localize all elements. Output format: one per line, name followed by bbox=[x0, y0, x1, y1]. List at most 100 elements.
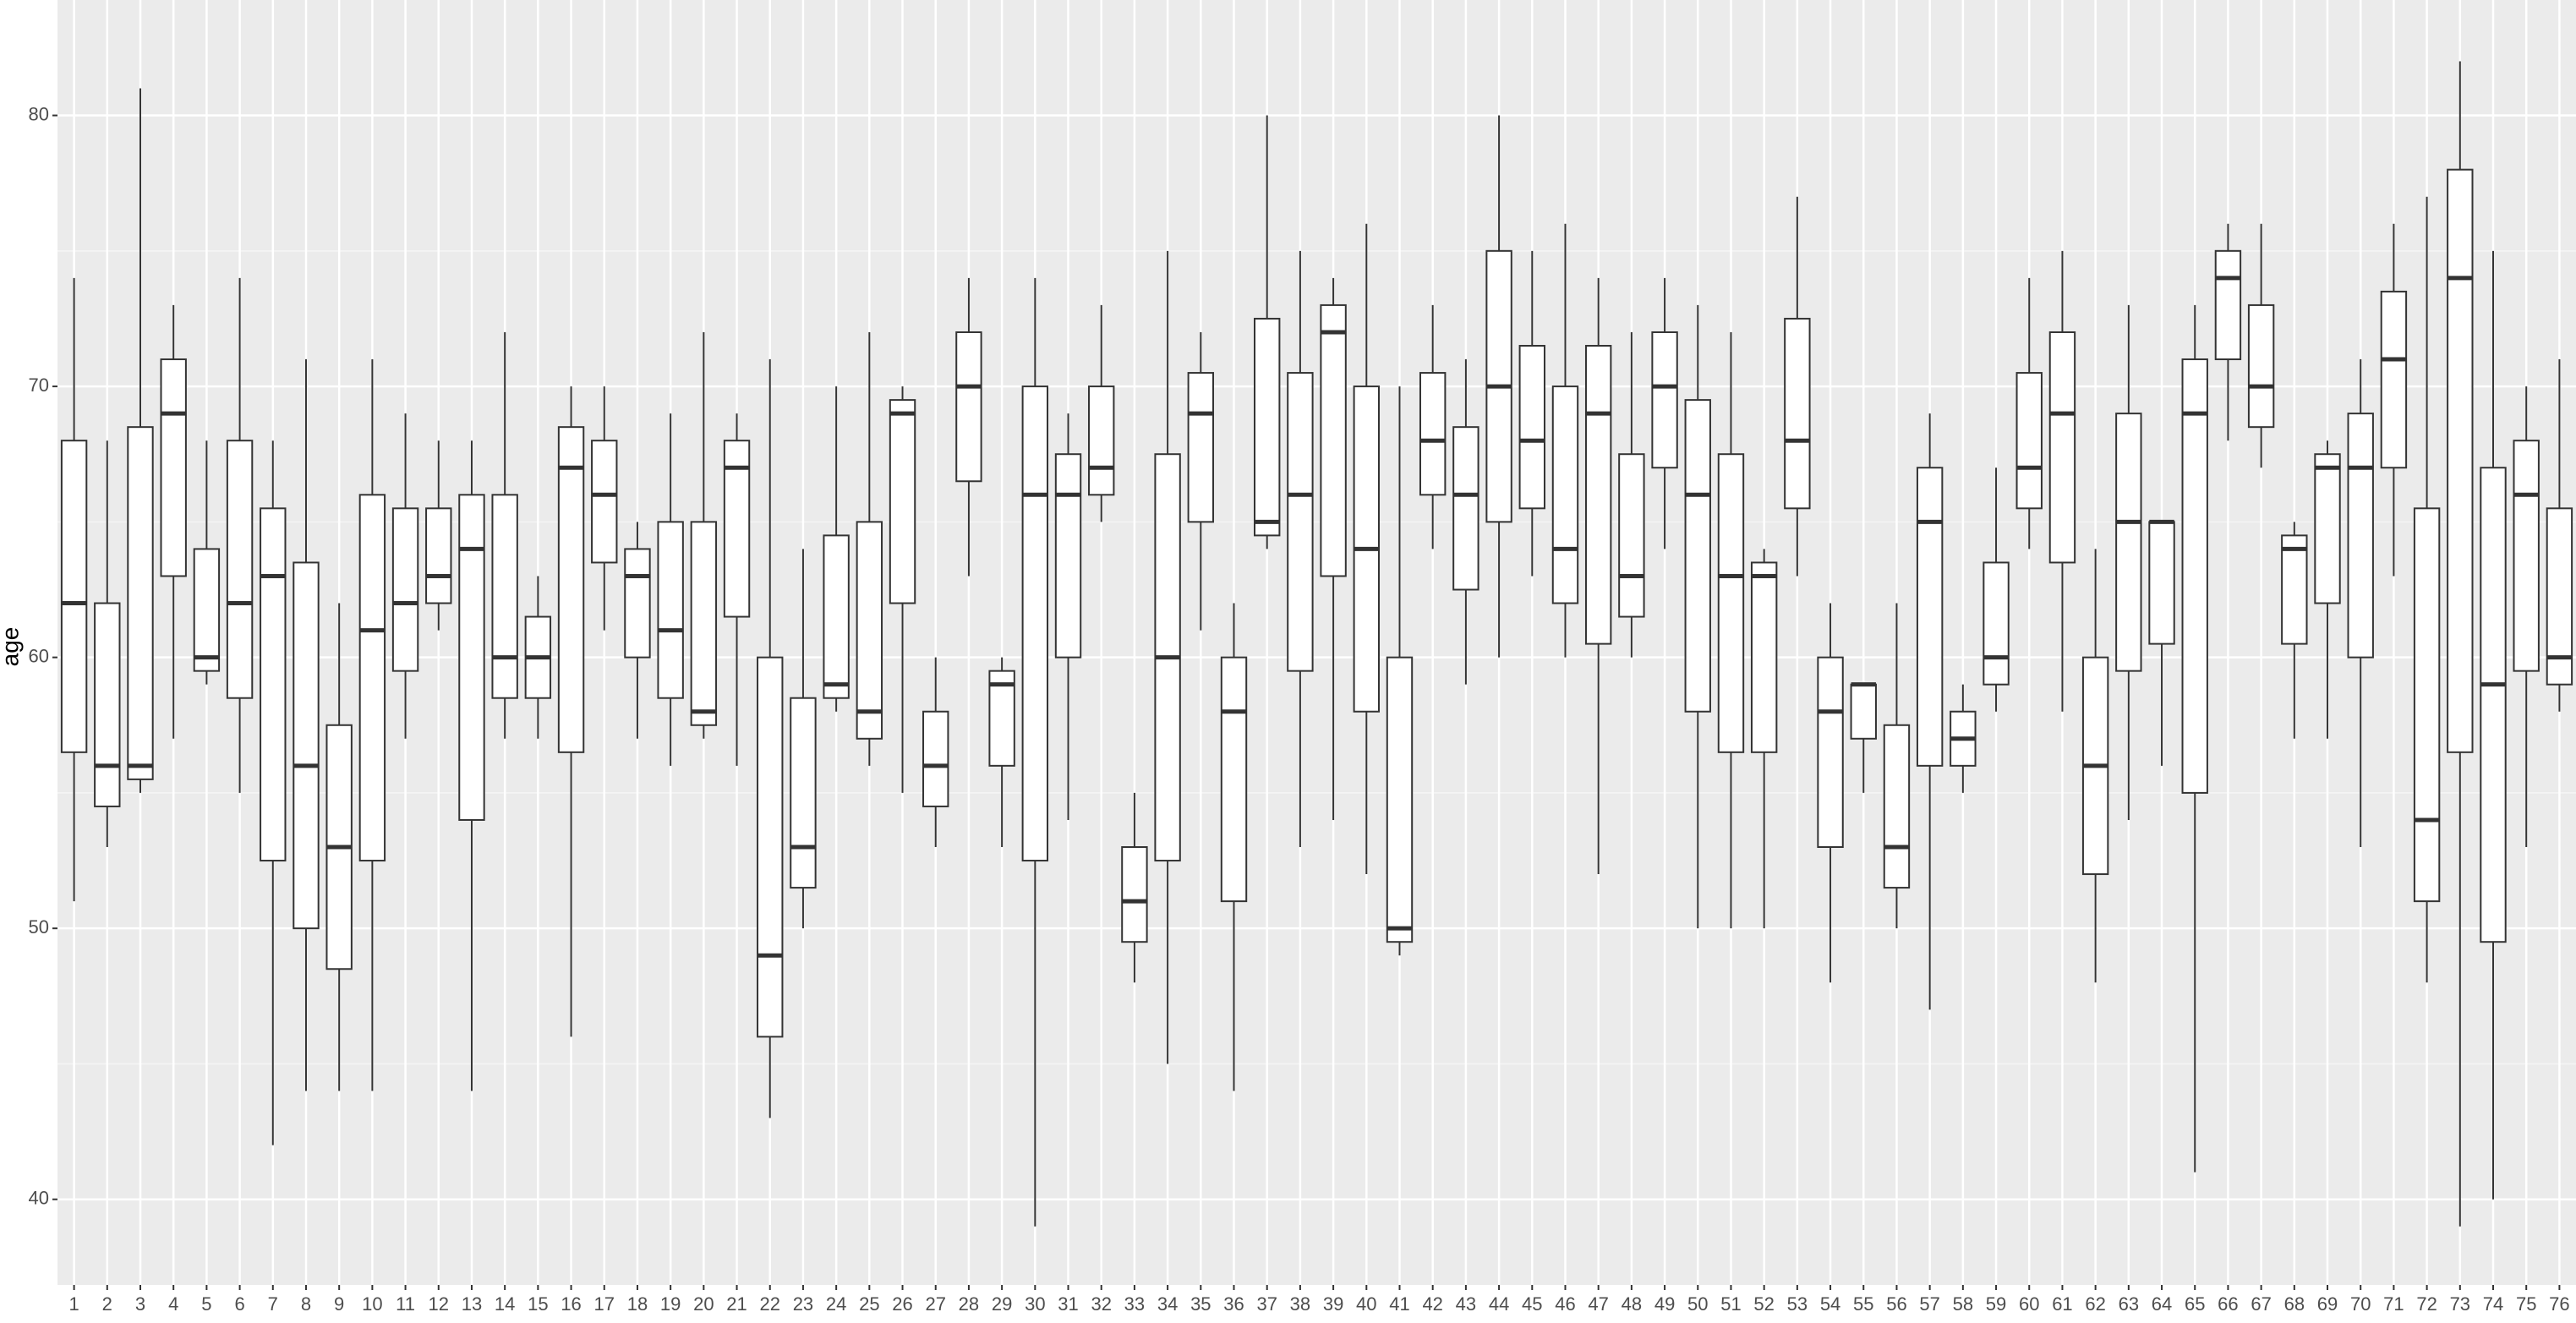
x-tick-label: 6 bbox=[234, 1293, 244, 1315]
x-tick-label: 71 bbox=[2383, 1293, 2404, 1315]
x-tick-label: 48 bbox=[1622, 1293, 1642, 1315]
box bbox=[2214, 249, 2242, 361]
box bbox=[1021, 385, 1049, 862]
box bbox=[1187, 372, 1215, 523]
y-tick-label: 80 bbox=[29, 103, 49, 124]
x-tick-label: 27 bbox=[925, 1293, 945, 1315]
x-tick-label: 66 bbox=[2218, 1293, 2238, 1315]
x-tick-label: 52 bbox=[1753, 1293, 1774, 1315]
box bbox=[1883, 724, 1911, 889]
box bbox=[690, 521, 718, 726]
x-tick-label: 8 bbox=[301, 1293, 311, 1315]
box bbox=[193, 548, 221, 672]
x-tick-label: 17 bbox=[594, 1293, 615, 1315]
box bbox=[823, 534, 850, 699]
x-tick-label: 50 bbox=[1687, 1293, 1708, 1315]
x-tick-label: 31 bbox=[1058, 1293, 1078, 1315]
box bbox=[2413, 507, 2441, 903]
box bbox=[1651, 331, 1678, 469]
x-tick-label: 14 bbox=[495, 1293, 515, 1315]
box bbox=[1916, 467, 1944, 767]
y-tick-label: 50 bbox=[29, 916, 49, 938]
box bbox=[2480, 467, 2507, 943]
x-tick-label: 75 bbox=[2516, 1293, 2536, 1315]
x-tick-label: 18 bbox=[627, 1293, 648, 1315]
box bbox=[458, 494, 485, 821]
x-tick-label: 9 bbox=[334, 1293, 344, 1315]
x-tick-label: 68 bbox=[2284, 1293, 2305, 1315]
x-tick-label: 12 bbox=[429, 1293, 449, 1315]
x-tick-label: 13 bbox=[462, 1293, 482, 1315]
x-tick-label: 45 bbox=[1522, 1293, 1542, 1315]
x-tick-label: 2 bbox=[102, 1293, 112, 1315]
box bbox=[2513, 440, 2540, 672]
x-tick-label: 65 bbox=[2185, 1293, 2205, 1315]
box bbox=[1618, 453, 1645, 618]
x-tick-label: 51 bbox=[1720, 1293, 1741, 1315]
box bbox=[889, 399, 916, 604]
x-tick-label: 33 bbox=[1124, 1293, 1145, 1315]
x-tick-label: 7 bbox=[268, 1293, 278, 1315]
x-tick-label: 28 bbox=[959, 1293, 979, 1315]
x-tick-label: 46 bbox=[1555, 1293, 1575, 1315]
x-tick-label: 41 bbox=[1389, 1293, 1409, 1315]
box bbox=[1254, 317, 1281, 537]
x-tick-label: 24 bbox=[826, 1293, 846, 1315]
box bbox=[591, 440, 618, 564]
x-tick-label: 34 bbox=[1157, 1293, 1178, 1315]
box bbox=[358, 494, 386, 862]
x-tick-label: 56 bbox=[1886, 1293, 1906, 1315]
x-tick-label: 26 bbox=[892, 1293, 912, 1315]
box bbox=[1983, 561, 2010, 686]
box bbox=[2314, 453, 2341, 604]
box bbox=[2447, 168, 2474, 753]
x-tick-label: 76 bbox=[2549, 1293, 2569, 1315]
x-tick-label: 70 bbox=[2350, 1293, 2371, 1315]
box bbox=[260, 507, 287, 862]
x-tick-label: 21 bbox=[726, 1293, 747, 1315]
x-tick-label: 57 bbox=[1919, 1293, 1939, 1315]
box bbox=[1684, 399, 1711, 713]
x-tick-label: 36 bbox=[1223, 1293, 1244, 1315]
y-tick-label: 70 bbox=[29, 374, 49, 396]
x-tick-label: 22 bbox=[760, 1293, 780, 1315]
box bbox=[2380, 290, 2408, 469]
x-tick-label: 29 bbox=[992, 1293, 1012, 1315]
box bbox=[1320, 303, 1347, 577]
x-tick-label: 60 bbox=[2019, 1293, 2039, 1315]
box bbox=[1287, 372, 1314, 672]
x-tick-label: 72 bbox=[2416, 1293, 2437, 1315]
x-tick-label: 35 bbox=[1190, 1293, 1211, 1315]
box bbox=[293, 561, 320, 930]
x-tick-label: 62 bbox=[2085, 1293, 2105, 1315]
box bbox=[2546, 507, 2573, 686]
box bbox=[657, 521, 684, 699]
box bbox=[557, 426, 585, 753]
x-tick-label: 47 bbox=[1588, 1293, 1608, 1315]
box bbox=[160, 358, 187, 577]
x-tick-label: 11 bbox=[396, 1293, 415, 1315]
x-tick-label: 64 bbox=[2152, 1293, 2172, 1315]
box bbox=[94, 602, 121, 807]
box bbox=[1750, 561, 1778, 753]
x-tick-label: 23 bbox=[793, 1293, 813, 1315]
x-tick-label: 49 bbox=[1654, 1293, 1675, 1315]
x-tick-label: 4 bbox=[168, 1293, 178, 1315]
x-tick-label: 19 bbox=[660, 1293, 681, 1315]
x-tick-label: 1 bbox=[68, 1293, 79, 1315]
box bbox=[1717, 453, 1745, 753]
y-tick-label: 60 bbox=[29, 645, 49, 666]
x-tick-label: 43 bbox=[1456, 1293, 1476, 1315]
box bbox=[60, 440, 88, 753]
box bbox=[491, 494, 518, 699]
box bbox=[922, 710, 949, 807]
box bbox=[1121, 846, 1148, 943]
box bbox=[226, 440, 254, 699]
x-tick-label: 69 bbox=[2317, 1293, 2338, 1315]
box bbox=[1452, 426, 1479, 591]
x-tick-label: 55 bbox=[1853, 1293, 1873, 1315]
x-tick-label: 32 bbox=[1091, 1293, 1111, 1315]
box bbox=[856, 521, 883, 740]
x-tick-label: 54 bbox=[1820, 1293, 1840, 1315]
